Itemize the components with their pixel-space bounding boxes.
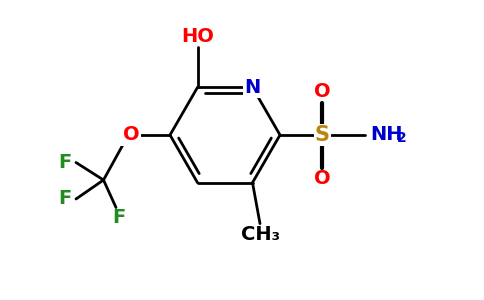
Text: S: S <box>315 125 330 145</box>
Text: O: O <box>314 169 331 188</box>
Text: CH₃: CH₃ <box>241 225 279 244</box>
Text: F: F <box>59 190 72 208</box>
Text: O: O <box>314 82 331 101</box>
Text: HO: HO <box>181 27 214 46</box>
Text: 2: 2 <box>396 131 406 146</box>
Text: N: N <box>244 78 260 97</box>
Text: F: F <box>59 153 72 172</box>
Text: O: O <box>122 125 139 145</box>
Text: NH: NH <box>370 124 403 143</box>
Text: F: F <box>112 208 125 227</box>
